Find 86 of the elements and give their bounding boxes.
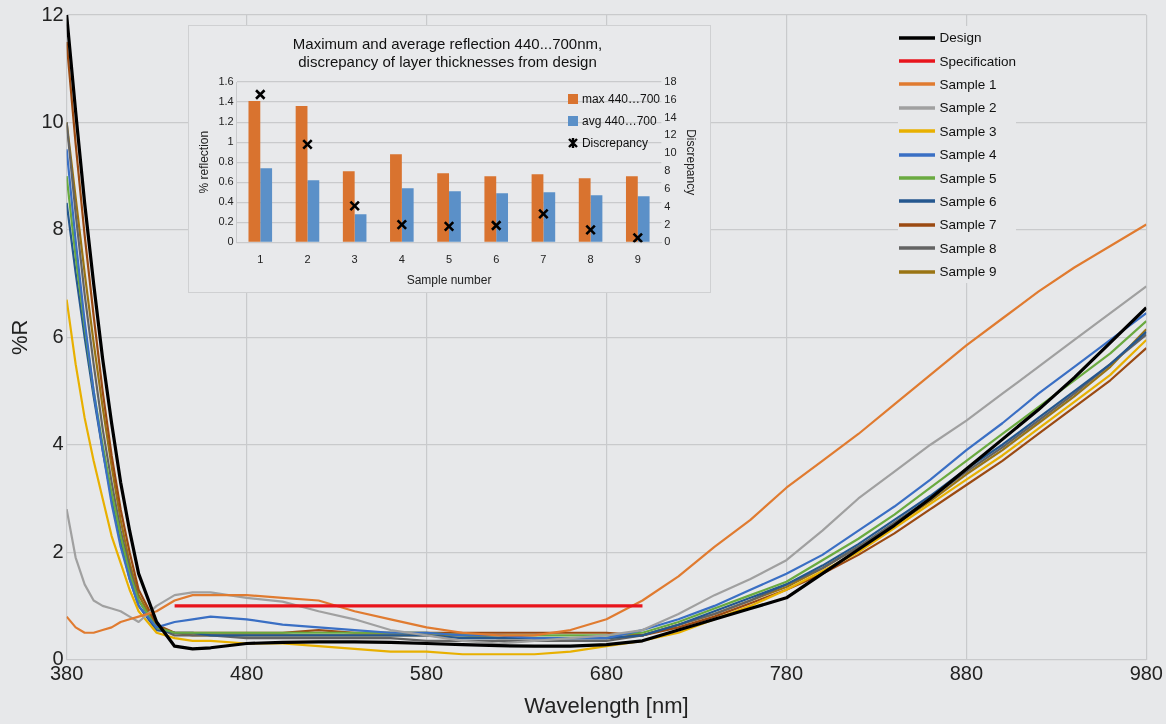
- point: [443, 220, 455, 232]
- y2-tick-label: 12: [664, 128, 677, 141]
- y-tick-label: 0.2: [218, 215, 234, 228]
- legend-label: Sample 5: [939, 170, 997, 186]
- y-tick-label: 10: [41, 109, 64, 132]
- x-tick-label: 980: [1129, 662, 1163, 685]
- bar: [295, 106, 308, 242]
- bar: [625, 176, 638, 242]
- y2-tick-label: 10: [664, 146, 677, 159]
- point: [349, 200, 361, 212]
- legend-label: Discrepancy: [581, 136, 648, 150]
- legend-label: Specification: [939, 53, 1016, 69]
- legend-label: Sample 3: [939, 123, 997, 139]
- x-tick-label: 880: [949, 662, 984, 685]
- bar: [437, 173, 450, 242]
- bar: [342, 171, 355, 242]
- x-tick-label: 3: [351, 253, 358, 266]
- y-tick-label: 0.8: [218, 155, 234, 168]
- point: [632, 232, 644, 243]
- y-axis-title: %R: [7, 319, 33, 356]
- bar: [637, 196, 650, 242]
- x-axis-title: Sample number: [406, 273, 492, 288]
- y2-tick-label: 14: [664, 110, 677, 123]
- point: [537, 208, 549, 220]
- point: [490, 219, 502, 232]
- y-axis-title: % reflection: [196, 130, 211, 194]
- x-tick-label: 1: [257, 253, 264, 266]
- legend-label: Sample 9: [939, 264, 997, 280]
- bar: [248, 101, 261, 242]
- y-tick-label: 1.2: [218, 115, 234, 128]
- legend-label: Design: [939, 30, 982, 46]
- bar: [578, 178, 591, 242]
- y-tick-label: 4: [52, 432, 64, 455]
- legend-label: Sample 8: [939, 240, 997, 256]
- legend-label: max 440…700: [581, 92, 660, 106]
- point: [254, 88, 266, 101]
- legend-label: Sample 1: [939, 76, 997, 92]
- bar: [354, 214, 367, 242]
- bar: [484, 176, 497, 242]
- bar: [496, 193, 509, 242]
- x-tick-label: 5: [445, 253, 453, 266]
- chart-title: Maximum and average reflection 440...700nm, discrepancy of layer thicknesses from design: [292, 35, 603, 71]
- bar: [401, 188, 414, 242]
- legend-label: Sample 6: [939, 193, 997, 209]
- y-tick-label: 8: [52, 217, 64, 240]
- bar: [260, 168, 273, 242]
- x-tick-label: 9: [634, 253, 641, 266]
- y2-tick-label: 18: [664, 75, 677, 88]
- y2-tick-label: 8: [664, 164, 671, 177]
- y2-tick-label: 4: [664, 199, 671, 212]
- bar: [531, 174, 544, 242]
- bar: [307, 180, 320, 242]
- legend-label: Sample 2: [939, 100, 997, 116]
- y-tick-label: 2: [52, 539, 64, 562]
- y-tick-label: 1.6: [218, 75, 234, 88]
- x-tick-label: 2: [304, 253, 311, 266]
- y2-tick-label: 16: [664, 92, 677, 105]
- point: [301, 138, 314, 150]
- y-tick-label: 6: [52, 324, 64, 347]
- point: [396, 219, 408, 231]
- legend-label: Sample 7: [939, 217, 997, 233]
- bar: [543, 192, 556, 242]
- y-tick-label: 0.4: [218, 195, 234, 208]
- y2-tick-label: 2: [664, 217, 671, 230]
- x-tick-label: 680: [589, 662, 624, 685]
- point: [585, 224, 597, 236]
- x-tick-label: 7: [540, 253, 547, 266]
- x-tick-label: 580: [409, 662, 444, 685]
- legend-label: Sample 4: [939, 147, 997, 163]
- legend-label: avg 440…700: [581, 114, 657, 128]
- y-tick-label: 0: [227, 235, 234, 248]
- y2-axis-title: Discrepancy: [684, 129, 699, 196]
- x-tick-label: 780: [769, 662, 804, 685]
- y2-tick-label: 6: [664, 181, 671, 194]
- x-tick-label: 4: [398, 253, 405, 266]
- x-tick-label: 480: [229, 662, 264, 685]
- bar: [390, 154, 402, 242]
- y-tick-label: 1.4: [218, 95, 234, 108]
- y-tick-label: 0.6: [218, 175, 234, 188]
- y2-tick-label: 0: [664, 235, 671, 248]
- x-tick-label: 6: [493, 253, 500, 266]
- x-tick-label: 8: [587, 253, 594, 266]
- x-axis-title: Wavelength [nm]: [524, 692, 689, 718]
- bar: [449, 191, 461, 242]
- y-tick-label: 12: [41, 2, 64, 25]
- y-tick-label: 1: [227, 135, 234, 148]
